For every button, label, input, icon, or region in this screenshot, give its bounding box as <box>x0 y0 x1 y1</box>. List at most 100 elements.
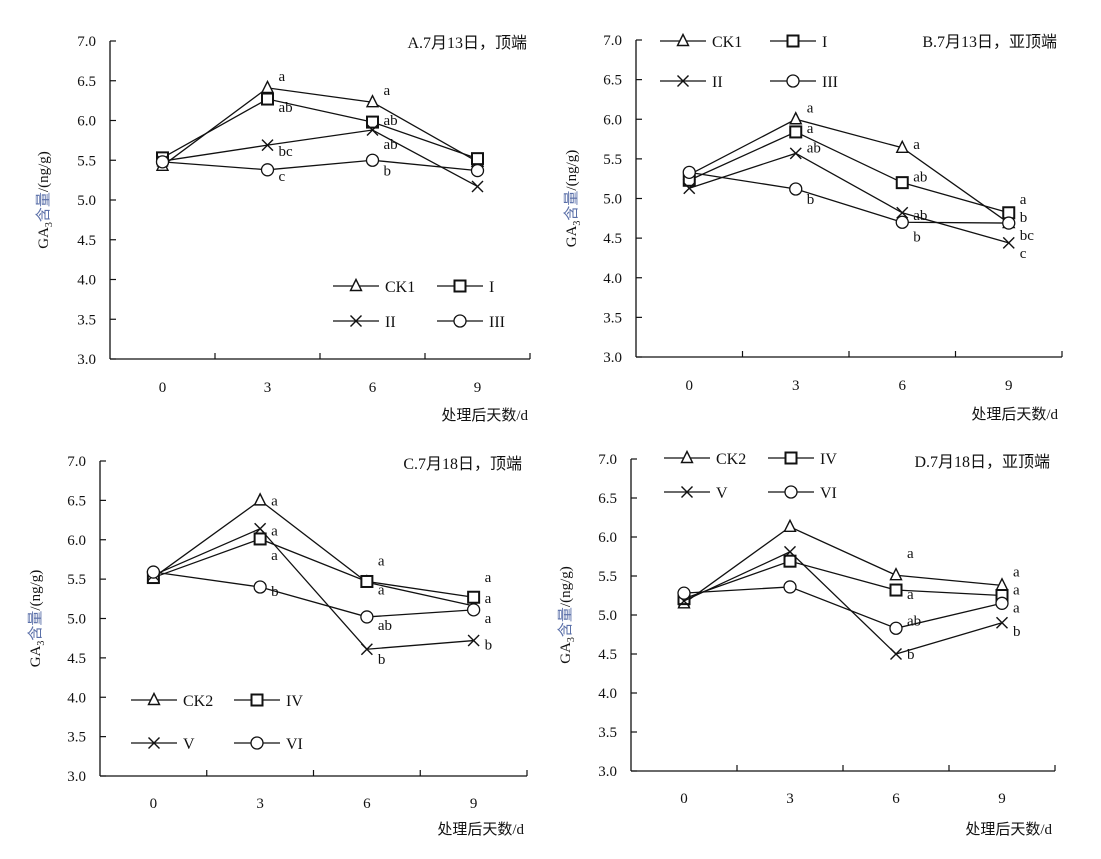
data-point-x <box>890 648 902 660</box>
legend-item: CK2 <box>131 691 213 710</box>
x-tick-label: 6 <box>363 796 371 812</box>
y-tick-label: 5.5 <box>598 569 617 585</box>
data-point-square <box>360 574 374 588</box>
y-tick-label: 5.5 <box>603 152 622 168</box>
significance-letter: a <box>485 591 492 607</box>
data-point-triangle <box>889 567 903 581</box>
y-tick-label: 7.0 <box>603 33 622 49</box>
legend-label: I <box>489 279 494 296</box>
y-axis-title-sub: 3 <box>566 637 577 642</box>
y-axis-title: GA3含量/(ng/g) <box>35 151 55 249</box>
series-V: bb <box>678 545 1021 663</box>
data-point-x <box>896 206 909 219</box>
significance-letter: ab <box>384 137 398 153</box>
x-stroke <box>677 75 689 87</box>
data-point-square <box>366 115 379 129</box>
significance-letter: a <box>1013 600 1020 616</box>
chart-panel-c: 3.0 3.5 4.0 4.5 5.0 5.5 6.0 6.5 7.0 0 3 6 9 处理后天数/d C.… <box>27 454 528 838</box>
legend-marker-triangle <box>676 32 690 47</box>
significance-letter: ab <box>913 208 927 224</box>
data-point-circle <box>1002 216 1016 230</box>
legend-marker-x <box>677 75 689 87</box>
y-tick-label: 3.5 <box>77 312 96 328</box>
legend-marker-x <box>148 737 160 749</box>
y-axis-title-sub: 3 <box>572 221 583 226</box>
significance-letter: bc <box>279 144 294 160</box>
series-line <box>153 571 474 618</box>
x-stroke <box>890 648 902 660</box>
data-point-x <box>784 545 796 558</box>
series-line <box>162 129 478 188</box>
data-point-square <box>261 92 274 106</box>
data-point-circle <box>677 586 691 600</box>
series-I: ab ab <box>156 92 484 166</box>
data-point-circle <box>889 621 903 635</box>
legend-marker-square <box>250 693 264 707</box>
x-axis-title: 处理后天数/d <box>965 821 1052 838</box>
data-point-circle <box>260 163 275 177</box>
legend-marker-square <box>453 279 467 293</box>
legend-label: III <box>489 314 505 331</box>
x-axis-title: 处理后天数/d <box>441 407 528 424</box>
data-point-circle <box>360 610 374 624</box>
data-point-square <box>789 125 803 139</box>
x-tick-label: 3 <box>786 791 794 807</box>
data-point-square <box>467 590 481 604</box>
significance-letter: a <box>1020 192 1027 208</box>
significance-letter: a <box>279 69 286 85</box>
x-axis-title: 处理后天数/d <box>971 406 1058 423</box>
series-line <box>153 527 474 650</box>
significance-letter: b <box>913 229 921 245</box>
x-stroke <box>896 206 909 219</box>
legend-label: II <box>712 74 723 91</box>
significance-letter: c <box>279 169 286 185</box>
significance-letter: b <box>485 638 493 654</box>
x-tick-label: 3 <box>256 796 264 812</box>
data-point-triangle <box>783 518 797 533</box>
data-point-square <box>471 152 484 166</box>
data-point-x <box>1002 236 1015 249</box>
x-stroke <box>996 616 1008 629</box>
y-tick-label: 4.5 <box>598 647 617 663</box>
legend-marker-circle <box>784 485 798 499</box>
x-stroke <box>789 147 802 160</box>
y-tick-label: 4.5 <box>77 233 96 249</box>
x-stroke <box>360 643 373 656</box>
significance-letter: a <box>807 121 814 137</box>
y-tick-label: 3.5 <box>603 310 622 326</box>
chart-panel-b: 3.0 3.5 4.0 4.5 5.0 5.5 6.0 6.5 7.0 0 3 6 9 处理后天数/d B.… <box>563 32 1063 423</box>
data-point-triangle <box>789 111 803 125</box>
series-line <box>683 526 1003 604</box>
legend-label: III <box>822 74 838 91</box>
y-axis-title: GA3含量/(ng/g) <box>27 570 47 668</box>
legend-marker-circle <box>453 314 467 328</box>
y-tick-label: 4.0 <box>598 686 617 702</box>
x-stroke <box>261 139 274 152</box>
significance-letter: bc <box>1020 228 1035 244</box>
y-tick-label: 4.0 <box>603 271 622 287</box>
x-stroke <box>1002 236 1015 249</box>
legend-label: IV <box>820 451 837 468</box>
legend-item: IV <box>234 693 303 710</box>
data-point-x <box>996 616 1008 629</box>
data-point-circle <box>995 596 1009 610</box>
y-axis-title-prefix: GA <box>28 645 44 667</box>
legend-item: VI <box>234 736 303 753</box>
data-point-triangle <box>365 94 380 108</box>
x-stroke <box>681 486 693 498</box>
legend-label: CK2 <box>183 693 213 710</box>
series-line <box>153 538 474 598</box>
data-point-square <box>895 176 909 190</box>
y-axis-title-sub: 3 <box>36 641 47 646</box>
series-line <box>683 560 1003 600</box>
chart-title: C.7月18日，顶端 <box>403 455 522 473</box>
series-V: a b b <box>147 522 493 668</box>
legend-marker-triangle <box>680 449 694 464</box>
y-axis-title-suffix: /(ng/g) <box>558 566 574 607</box>
significance-letter: b <box>378 652 386 668</box>
y-tick-label: 6.5 <box>603 73 622 89</box>
x-tick-label: 6 <box>899 378 907 394</box>
x-stroke <box>366 124 379 137</box>
